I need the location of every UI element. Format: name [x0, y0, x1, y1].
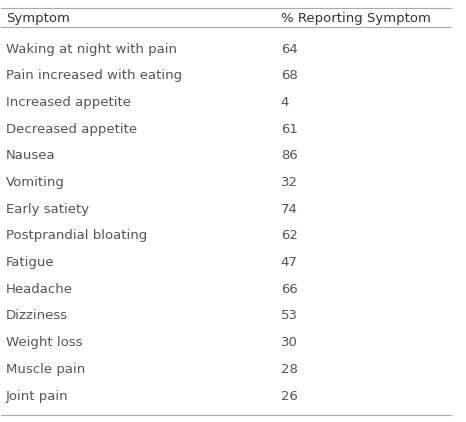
Text: Pain increased with eating: Pain increased with eating: [6, 69, 182, 82]
Text: 28: 28: [281, 363, 298, 376]
Text: % Reporting Symptom: % Reporting Symptom: [281, 12, 431, 25]
Text: Early satiety: Early satiety: [6, 203, 89, 216]
Text: Muscle pain: Muscle pain: [6, 363, 85, 376]
Text: 26: 26: [281, 390, 298, 403]
Text: 62: 62: [281, 230, 298, 242]
Text: 66: 66: [281, 283, 297, 296]
Text: Increased appetite: Increased appetite: [6, 96, 131, 109]
Text: Weight loss: Weight loss: [6, 336, 82, 349]
Text: 53: 53: [281, 309, 298, 322]
Text: Vomiting: Vomiting: [6, 176, 65, 189]
Text: Decreased appetite: Decreased appetite: [6, 123, 137, 135]
Text: Nausea: Nausea: [6, 149, 55, 162]
Text: 86: 86: [281, 149, 297, 162]
Text: Waking at night with pain: Waking at night with pain: [6, 43, 177, 56]
Text: Symptom: Symptom: [6, 12, 70, 25]
Text: Joint pain: Joint pain: [6, 390, 69, 403]
Text: 30: 30: [281, 336, 298, 349]
Text: 61: 61: [281, 123, 298, 135]
Text: 64: 64: [281, 43, 297, 56]
Text: Headache: Headache: [6, 283, 73, 296]
Text: 32: 32: [281, 176, 298, 189]
Text: Fatigue: Fatigue: [6, 256, 55, 269]
Text: 74: 74: [281, 203, 298, 216]
Text: Postprandial bloating: Postprandial bloating: [6, 230, 147, 242]
Text: 68: 68: [281, 69, 297, 82]
Text: 4: 4: [281, 96, 289, 109]
Text: 47: 47: [281, 256, 298, 269]
Text: Dizziness: Dizziness: [6, 309, 68, 322]
